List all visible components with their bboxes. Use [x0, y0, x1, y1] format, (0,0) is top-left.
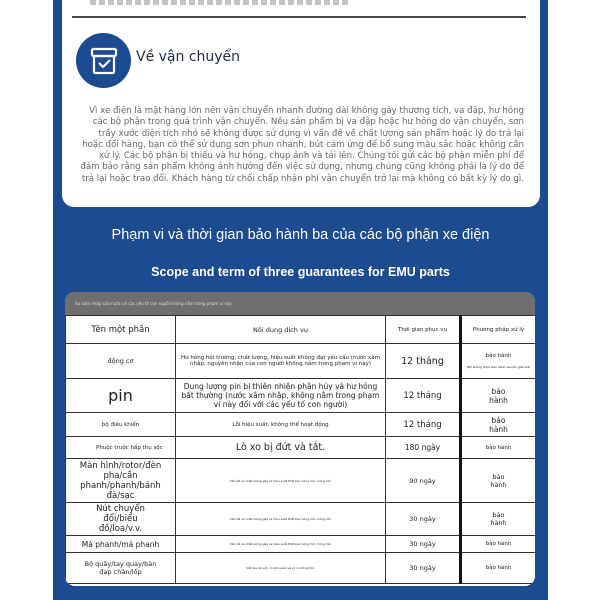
table-row: Phuộc trước hấp thụ sốc Lò xo bị đứt và …: [65, 436, 535, 459]
part-cell: Má phanh/má phanh: [65, 535, 176, 553]
table-row: Màn hình/rotor/đèn pha/cần phanh/phanh/b…: [65, 458, 535, 503]
content-cell: Lỗi hiệu suất, không thể hoạt động: [175, 412, 386, 437]
table-row: bộ điều khiển Lỗi hiệu suất, không thể h…: [65, 412, 535, 437]
header-cell: Nội dung dịch vụ: [175, 315, 386, 344]
method-note: (Bộ không được bảo hành sau khi giải mã): [466, 365, 531, 369]
table-note: Sự xâm nhập của nước và các yếu tố con n…: [65, 292, 535, 315]
method-cell: bảo hành: [459, 502, 535, 536]
shipping-body: Vì xe điện là mặt hàng lớn nên vận chuyể…: [80, 106, 524, 184]
content-cell: Hư hỏng hội trường, chất lượng, hiệu suấ…: [175, 343, 386, 379]
content-cell: Vấn đề về chất lượng gây ra hiệu suất th…: [175, 502, 386, 536]
content-cell: Vấn đề về chất lượng gây ra hiệu suất th…: [175, 458, 386, 503]
time-cell: 30 ngày: [385, 552, 461, 584]
method-cell: bảo hành: [459, 458, 535, 503]
method-cell: bảo hành: [459, 552, 535, 584]
box-check-icon: [76, 33, 131, 88]
method-cell: bảo hành: [459, 436, 535, 459]
section-title: Về vận chuyển: [136, 49, 241, 65]
part-cell: Nút chuyển đổi/biểu đồ/loa/v.v.: [65, 502, 176, 536]
header-cell: Tên một phần: [65, 315, 176, 344]
part-cell: Bộ quây/tay quay/bàn đạp chân/lốp: [65, 552, 176, 584]
table-row: động cơ Hư hỏng hội trường, chất lượng, …: [65, 343, 535, 379]
table-row: Má phanh/má phanh Vấn đề về chất lượng g…: [65, 535, 535, 553]
part-cell: động cơ: [65, 343, 176, 379]
shipping-card: [62, 0, 540, 207]
table-row: Nút chuyển đổi/biểu đồ/loa/v.v. Vấn đề v…: [65, 502, 535, 536]
method-cell: bảo hành (Bộ không được bảo hành sau khi …: [459, 343, 535, 379]
time-cell: 30 ngày: [385, 535, 461, 553]
time-cell: 90 ngày: [385, 458, 461, 503]
warranty-table: Tên một phần Nội dung dịch vụ Thời gian …: [65, 315, 535, 584]
part-cell: bộ điều khiển: [65, 412, 176, 437]
header-cell: Thời gian phục vụ: [385, 315, 461, 344]
method-cell: bảo hành: [459, 378, 535, 413]
table-row: pin Dung lượng pin bị thiên nhiên phân h…: [65, 378, 535, 413]
cut-off-text: [90, 0, 350, 5]
part-cell: Màn hình/rotor/đèn pha/cần phanh/phanh/b…: [65, 458, 176, 503]
method-text: bảo hành: [485, 353, 512, 359]
header-cell: Phương pháp xử lý: [459, 315, 535, 344]
content-cell: Lò xo bị đứt và tắt.: [175, 436, 386, 459]
method-cell: bảo hành: [459, 412, 535, 437]
divider: [72, 16, 526, 18]
part-cell: pin: [65, 378, 176, 413]
time-cell: 12 tháng: [385, 343, 461, 379]
content-cell: Dung lượng pin bị thiên nhiên phân hủy v…: [175, 378, 386, 413]
warranty-table-card: Sự xâm nhập của nước và các yếu tố con n…: [65, 292, 535, 586]
table-row: Bộ quây/tay quay/bàn đạp chân/lốp Vật li…: [65, 552, 535, 584]
method-cell: bảo hành: [459, 535, 535, 553]
time-cell: 12 tháng: [385, 378, 461, 413]
warranty-subtitle: Scope and term of three guarantees for E…: [151, 265, 450, 279]
content-cell: Vấn đề về chất lượng gây ra hiệu suất th…: [175, 535, 386, 553]
table-header-row: Tên một phần Nội dung dịch vụ Thời gian …: [65, 315, 535, 344]
time-cell: 12 tháng: [385, 412, 461, 437]
part-cell: Phuộc trước hấp thụ sốc: [65, 436, 176, 459]
time-cell: 30 ngày: [385, 502, 461, 536]
time-cell: 180 ngày: [385, 436, 461, 459]
content-cell: Vật liệu bị nứt, có khí quản và rò rỉ kh…: [175, 552, 386, 584]
warranty-title: Phạm vi và thời gian bảo hành ba của các…: [111, 227, 490, 243]
